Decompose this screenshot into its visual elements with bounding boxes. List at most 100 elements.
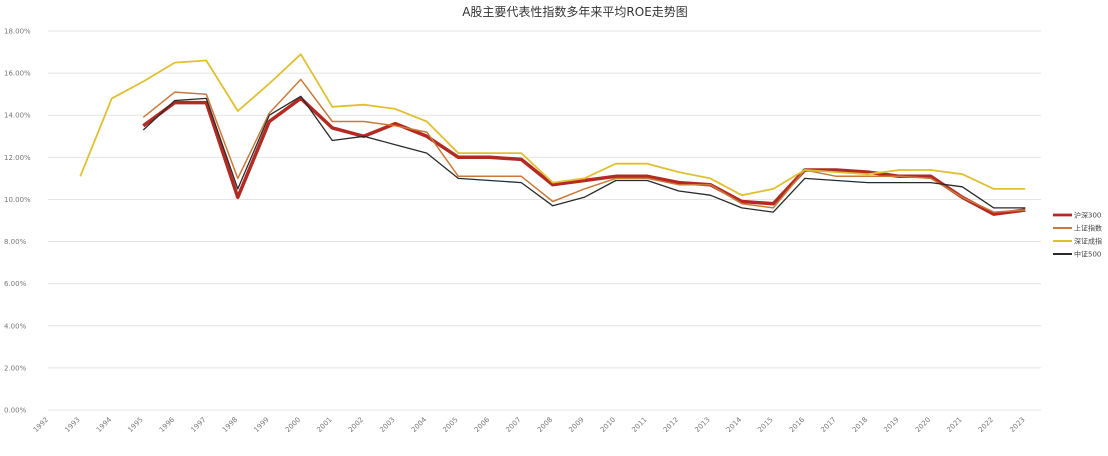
data-point	[362, 103, 365, 106]
data-point	[331, 139, 334, 142]
data-point	[520, 175, 523, 178]
data-point	[772, 206, 775, 209]
data-point	[898, 175, 901, 178]
y-tick-label: 8.00%	[4, 238, 27, 246]
data-point	[488, 175, 491, 178]
data-point	[173, 61, 176, 64]
data-point	[740, 202, 743, 205]
data-point	[173, 99, 176, 102]
x-tick-label: 2012	[662, 416, 680, 434]
x-tick-label: 2008	[536, 416, 554, 434]
data-point	[236, 110, 239, 113]
data-point	[898, 181, 901, 184]
legend-label: 深证成指	[1074, 237, 1102, 246]
data-point	[709, 177, 712, 180]
data-point	[299, 95, 302, 98]
data-point	[457, 156, 460, 159]
y-tick-label: 0.00%	[4, 407, 27, 415]
data-point	[772, 187, 775, 190]
chart-title: A股主要代表性指数多年来平均ROE走势图	[462, 4, 688, 19]
data-point	[614, 179, 617, 182]
data-point	[79, 175, 82, 178]
y-tick-label: 10.00%	[4, 196, 31, 204]
data-point	[394, 124, 397, 127]
y-tick-label: 14.00%	[4, 112, 31, 120]
data-point	[961, 173, 964, 176]
data-point	[1024, 187, 1027, 190]
x-tick-label: 2018	[851, 416, 869, 434]
data-point	[299, 78, 302, 81]
x-tick-label: 2021	[945, 416, 963, 434]
data-point	[835, 171, 838, 174]
x-tick-label: 2019	[882, 416, 900, 434]
data-point	[268, 82, 271, 85]
x-tick-label: 2001	[315, 416, 333, 434]
data-point	[929, 168, 932, 171]
data-point	[583, 187, 586, 190]
data-point	[835, 179, 838, 182]
data-point	[740, 206, 743, 209]
data-point	[803, 177, 806, 180]
data-point	[205, 93, 208, 96]
data-point	[677, 183, 680, 186]
x-tick-label: 2007	[504, 416, 522, 434]
legend-label: 中证500	[1074, 250, 1101, 259]
data-point	[866, 181, 869, 184]
data-point	[488, 156, 491, 159]
data-point	[835, 175, 838, 178]
data-point	[677, 190, 680, 193]
data-point	[331, 126, 334, 129]
data-point	[898, 168, 901, 171]
y-tick-label: 16.00%	[4, 70, 31, 78]
data-point	[614, 162, 617, 165]
data-point	[551, 200, 554, 203]
data-point	[488, 152, 491, 155]
legend-label: 沪深300	[1074, 211, 1101, 220]
data-point	[236, 177, 239, 180]
x-tick-label: 2009	[567, 416, 585, 434]
data-point	[268, 120, 271, 123]
data-point	[520, 158, 523, 161]
series-line-1	[142, 78, 1026, 213]
data-point	[299, 53, 302, 56]
data-point	[362, 135, 365, 138]
x-tick-label: 2015	[756, 416, 774, 434]
data-point	[236, 196, 239, 199]
data-point	[929, 177, 932, 180]
data-point	[992, 211, 995, 214]
x-tick-label: 1998	[221, 416, 239, 434]
x-tick-label: 1999	[252, 416, 270, 434]
data-point	[142, 116, 145, 119]
series-line-2	[79, 53, 1026, 197]
data-point	[362, 120, 365, 123]
x-tick-label: 2023	[1008, 416, 1026, 434]
x-tick-label: 2005	[441, 416, 459, 434]
data-point	[142, 124, 145, 127]
x-tick-label: 1995	[126, 416, 144, 434]
x-tick-label: 2016	[788, 415, 807, 434]
data-point	[992, 187, 995, 190]
y-tick-label: 2.00%	[4, 364, 27, 372]
x-tick-label: 1993	[63, 416, 81, 434]
data-point	[425, 135, 428, 138]
data-point	[961, 196, 964, 199]
data-point	[331, 105, 334, 108]
y-tick-label: 6.00%	[4, 280, 27, 288]
data-point	[646, 162, 649, 165]
x-tick-label: 2022	[977, 416, 995, 434]
y-tick-label: 12.00%	[4, 154, 31, 162]
x-tick-label: 2006	[473, 415, 492, 434]
x-tick-label: 2003	[378, 416, 396, 434]
data-point	[457, 177, 460, 180]
data-point	[583, 196, 586, 199]
data-point	[331, 120, 334, 123]
data-point	[205, 97, 208, 100]
data-point	[929, 181, 932, 184]
data-point	[772, 211, 775, 214]
x-tick-label: 2002	[347, 416, 365, 434]
data-point	[961, 185, 964, 188]
y-tick-label: 18.00%	[4, 28, 31, 36]
data-point	[173, 91, 176, 94]
data-point	[1024, 206, 1027, 209]
